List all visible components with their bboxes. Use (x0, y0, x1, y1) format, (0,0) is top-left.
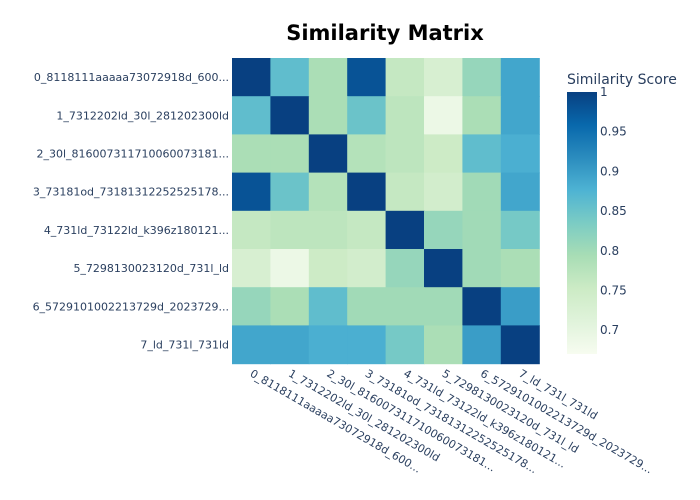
heatmap-cell (385, 58, 425, 97)
heatmap-cells (232, 58, 540, 365)
heatmap-cell (270, 58, 310, 97)
heatmap-cell (270, 210, 310, 250)
chart-title: Similarity Matrix (286, 21, 484, 45)
heatmap-cell (424, 325, 463, 365)
heatmap-cell (232, 249, 271, 288)
y-tick-label: 3_73181od_73181312252525178... (33, 186, 229, 199)
heatmap-cell (500, 287, 540, 326)
y-tick-label: 1_7312202ld_30l_281202300ld (56, 109, 229, 122)
heatmap-cell (424, 249, 463, 288)
heatmap-cell (385, 249, 425, 288)
heatmap-cell (462, 172, 502, 212)
heatmap-cell (308, 325, 348, 365)
heatmap-cell (270, 134, 310, 174)
heatmap-cell (500, 210, 540, 250)
x-axis-labels: 0_8118111aaaaa73072918d_600...1_7312202l… (248, 367, 655, 476)
heatmap-cell (462, 134, 502, 174)
heatmap-cell (462, 287, 502, 326)
heatmap-cell (500, 249, 540, 288)
colorbar-tick-label: 0.95 (600, 125, 627, 139)
heatmap-cell (500, 58, 540, 97)
heatmap-cell (232, 325, 271, 365)
heatmap-cell (462, 96, 502, 135)
y-tick-label: 5_7298130023120d_731l_ld (73, 262, 229, 275)
heatmap-cell (462, 325, 502, 365)
heatmap-cell (385, 134, 425, 174)
heatmap-cell (232, 172, 271, 212)
heatmap-cell (270, 287, 310, 326)
colorbar-tick-label: 0.9 (600, 164, 619, 178)
heatmap-cell (308, 287, 348, 326)
heatmap-cell (500, 172, 540, 212)
heatmap-cell (385, 210, 425, 250)
heatmap-cell (462, 58, 502, 97)
heatmap-cell (232, 287, 271, 326)
colorbar-gradient (567, 92, 597, 354)
colorbar-ticks: 1 0.95 0.9 0.85 0.8 0.75 0.7 (600, 85, 627, 337)
y-tick-label: 6_5729101002213729d_2023729... (33, 300, 229, 313)
heatmap-cell (500, 96, 540, 135)
heatmap-cell (424, 172, 463, 212)
y-tick-label: 0_8118111aaaaa73072918d_600... (34, 71, 229, 84)
heatmap-cell (500, 134, 540, 174)
colorbar-tick-label: 0.75 (600, 283, 627, 297)
heatmap-cell (308, 96, 348, 135)
heatmap-cell (308, 210, 348, 250)
y-axis-labels: 0_8118111aaaaa73072918d_600... 1_7312202l… (33, 71, 229, 351)
heatmap-cell (424, 210, 463, 250)
heatmap-cell (347, 325, 387, 365)
heatmap-cell (347, 134, 387, 174)
heatmap-cell (232, 210, 271, 250)
heatmap-cell (424, 134, 463, 174)
heatmap-cell (347, 249, 387, 288)
heatmap-cell (308, 249, 348, 288)
y-tick-label: 4_731ld_73122ld_k396z180121... (44, 224, 229, 237)
heatmap-cell (232, 134, 271, 174)
heatmap-cell (347, 58, 387, 97)
heatmap-cell (424, 287, 463, 326)
heatmap-cell (232, 96, 271, 135)
heatmap-cell (424, 96, 463, 135)
colorbar-title: Similarity Score (567, 72, 677, 88)
colorbar-tick-label: 0.85 (600, 204, 627, 218)
heatmap-cell (270, 96, 310, 135)
heatmap-cell (270, 325, 310, 365)
heatmap-cell (347, 172, 387, 212)
heatmap-cell (308, 58, 348, 97)
heatmap-cell (385, 287, 425, 326)
colorbar-tick-label: 1 (600, 85, 608, 99)
heatmap-cell (347, 96, 387, 135)
heatmap-cell (270, 172, 310, 212)
heatmap-cell (270, 249, 310, 288)
colorbar-tick-label: 0.8 (600, 244, 619, 258)
heatmap-cell (385, 172, 425, 212)
heatmap-cell (385, 325, 425, 365)
heatmap-cell (308, 134, 348, 174)
heatmap-cell (347, 287, 387, 326)
y-tick-label: 7_ld_731l_731ld (140, 339, 229, 352)
heatmap-cell (424, 58, 463, 97)
heatmap-cell (462, 210, 502, 250)
colorbar-tick-label: 0.7 (600, 323, 619, 337)
heatmap-cell (385, 96, 425, 135)
heatmap-cell (500, 325, 540, 365)
heatmap-cell (347, 210, 387, 250)
heatmap-cell (308, 172, 348, 212)
colorbar: Similarity Score 1 0.95 0.9 0.85 0.8 0.75 0.7 (567, 72, 677, 354)
heatmap-cell (462, 249, 502, 288)
y-tick-label: 2_30l_816007311710060073181... (36, 148, 229, 161)
heatmap-cell (232, 58, 271, 97)
